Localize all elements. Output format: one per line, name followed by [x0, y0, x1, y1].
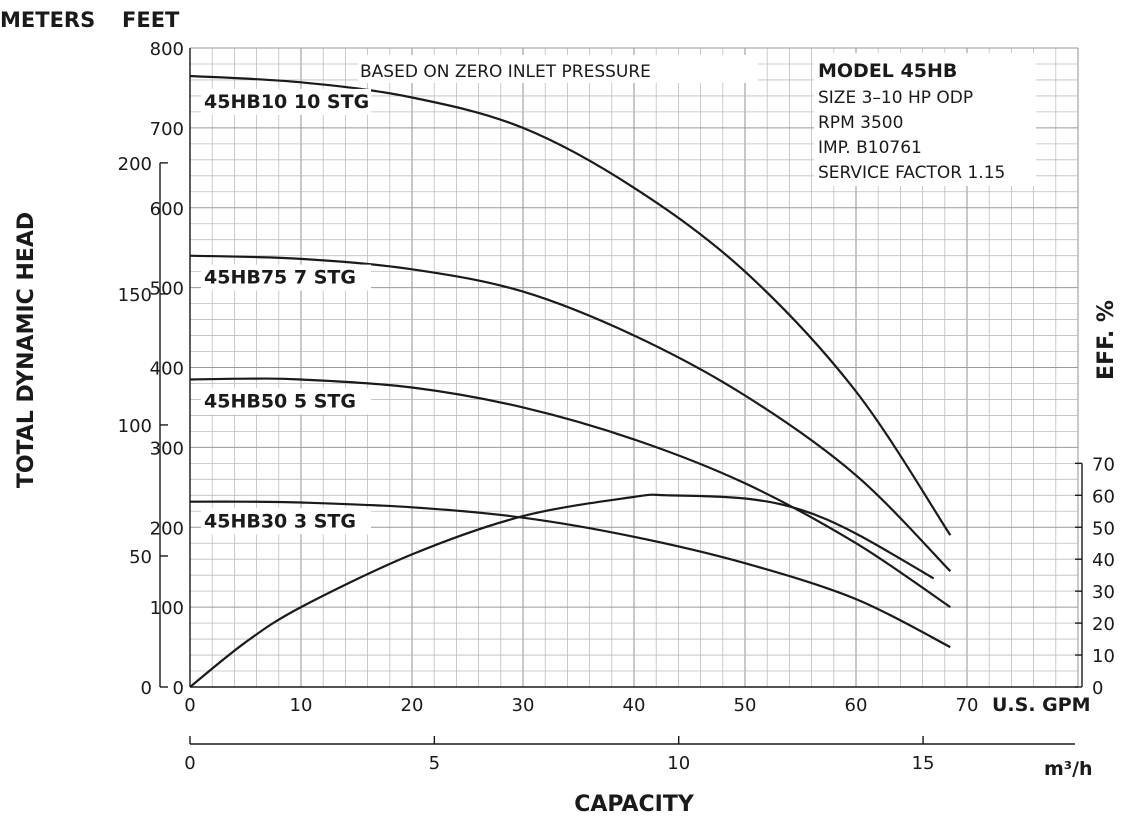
m3h-tick-label: 15 [912, 753, 935, 774]
meters-axis-header: METERS [0, 8, 95, 32]
series-label: 45HB30 3 STG [204, 510, 356, 532]
y-axis-title: TOTAL DYNAMIC HEAD [14, 212, 39, 488]
labels: 0100200300400500600700800050100150200010… [118, 39, 1115, 774]
feet-tick-label: 800 [150, 39, 184, 60]
gpm-tick-label: 40 [623, 695, 646, 716]
feet-tick-label: 300 [150, 438, 184, 459]
gpm-tick-label: 10 [290, 695, 313, 716]
feet-tick-label: 200 [150, 518, 184, 539]
note-backdrop [358, 55, 758, 83]
gpm-tick-label: 20 [401, 695, 424, 716]
feet-tick-label: 500 [150, 279, 184, 300]
series-label-backdrop [201, 88, 371, 115]
m3h-tick-label: 10 [667, 753, 690, 774]
efficiency-tick-label: 0 [1092, 678, 1103, 699]
feet-tick-label: 100 [150, 598, 184, 619]
gpm-tick-label: 70 [956, 695, 979, 716]
series-label-backdrop [201, 264, 371, 291]
curves [189, 74, 952, 688]
info-rpm: RPM 3500 [818, 113, 903, 133]
gpm-tick-label: 50 [734, 695, 757, 716]
feet-tick-label: 600 [150, 199, 184, 220]
info-service-factor: SERVICE FACTOR 1.15 [818, 163, 1005, 183]
curve-45hb75 [189, 254, 952, 572]
series-label-backdrop [201, 388, 371, 415]
curve-45hb30 [189, 500, 951, 649]
info-impeller: IMP. B10761 [818, 138, 922, 158]
efficiency-axis-title: EFF. % [1094, 300, 1119, 380]
meters-tick-label: 50 [129, 547, 152, 568]
efficiency-tick-label: 10 [1092, 646, 1115, 667]
meters-tick-label: 150 [118, 285, 152, 306]
meters-tick-label: 100 [118, 416, 152, 437]
feet-tick-label: 700 [150, 119, 184, 140]
grid [189, 47, 1079, 688]
curve-45hb10 [189, 74, 952, 536]
gpm-tick-label: 30 [512, 695, 535, 716]
feet-tick-label: 0 [173, 678, 184, 699]
x-axis-title: CAPACITY [574, 792, 695, 817]
efficiency-curve [189, 493, 935, 688]
inlet-pressure-note: BASED ON ZERO INLET PRESSURE [360, 62, 651, 82]
info-size: SIZE 3–10 HP ODP [818, 88, 973, 108]
info-backdrop [814, 53, 1036, 186]
feet-axis-header: FEET [122, 8, 180, 32]
m3h-tick-label: 5 [429, 753, 440, 774]
series-label: 45HB50 5 STG [204, 390, 356, 412]
m3h-tick-label: 0 [184, 753, 195, 774]
axes [159, 48, 1083, 745]
series-label: 45HB75 7 STG [204, 267, 356, 289]
series-label: 45HB10 10 STG [204, 91, 369, 113]
efficiency-tick-label: 50 [1092, 518, 1115, 539]
series-label-backdrop [201, 508, 371, 535]
meters-tick-label: 0 [141, 678, 152, 699]
gpm-unit-label: U.S. GPM [992, 694, 1091, 716]
curve-45hb50 [189, 377, 951, 609]
efficiency-tick-label: 30 [1092, 582, 1115, 603]
efficiency-tick-label: 40 [1092, 550, 1115, 571]
meters-tick-label: 200 [118, 154, 152, 175]
efficiency-tick-label: 60 [1092, 486, 1115, 507]
feet-tick-label: 400 [150, 359, 184, 380]
efficiency-tick-label: 20 [1092, 614, 1115, 635]
gpm-tick-label: 0 [184, 695, 195, 716]
model-title: MODEL 45HB [818, 60, 957, 82]
m3h-unit-label: m³/h [1044, 758, 1093, 780]
efficiency-tick-label: 70 [1092, 454, 1115, 475]
gpm-tick-label: 60 [845, 695, 868, 716]
